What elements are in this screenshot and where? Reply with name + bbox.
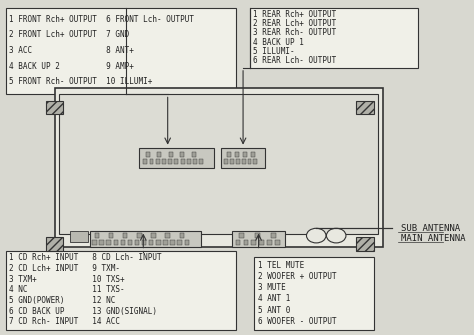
Bar [184,240,189,245]
Text: SUB ANTENNA: SUB ANTENNA [401,224,460,233]
Bar [244,240,248,245]
Bar [259,240,264,245]
Text: 2 WOOFER + OUTPUT: 2 WOOFER + OUTPUT [258,272,337,281]
Bar [180,233,184,238]
Bar [275,240,280,245]
Bar [271,233,276,238]
Circle shape [327,228,346,243]
Circle shape [307,228,326,243]
Bar [199,159,203,164]
Text: 3 MUTE: 3 MUTE [258,283,285,292]
Text: 2 REAR Lch+ OUTPUT: 2 REAR Lch+ OUTPUT [253,19,337,28]
Bar [156,159,160,164]
Bar [242,159,246,164]
Bar [177,240,182,245]
Bar [107,240,111,245]
Bar [70,230,88,242]
Bar [232,230,285,247]
FancyBboxPatch shape [254,257,374,330]
Bar [165,233,170,238]
Text: 2 FRONT Lch+ OUTPUT  7 GND: 2 FRONT Lch+ OUTPUT 7 GND [9,30,129,39]
Text: 4 NC              11 TXS-: 4 NC 11 TXS- [9,285,125,294]
Bar [169,152,173,157]
Bar [180,152,184,157]
Text: 2 CD Lch+ INPUT   9 TXM-: 2 CD Lch+ INPUT 9 TXM- [9,264,120,273]
Bar [252,240,256,245]
Text: 4 BACK UP 1: 4 BACK UP 1 [253,38,304,47]
Bar [94,233,99,238]
Text: 4 ANT 1: 4 ANT 1 [258,294,290,303]
Bar [114,240,118,245]
Bar [168,159,172,164]
Text: 6 CD BACK UP      13 GND(SIGNAL): 6 CD BACK UP 13 GND(SIGNAL) [9,307,157,316]
Text: 3 ACC                8 ANT+: 3 ACC 8 ANT+ [9,46,134,55]
Bar [239,233,244,238]
Bar [151,233,156,238]
Bar [162,159,166,164]
Text: MAIN ANTENNA: MAIN ANTENNA [401,234,465,244]
Bar [267,240,273,245]
Bar [92,240,97,245]
Bar [157,152,161,157]
Text: 4 BACK UP 2          9 AMP+: 4 BACK UP 2 9 AMP+ [9,62,134,71]
FancyBboxPatch shape [6,251,237,330]
Text: 3 TXM+            10 TXS+: 3 TXM+ 10 TXS+ [9,275,125,284]
Bar [230,159,234,164]
Bar [100,240,104,245]
Text: 5 FRONT Rch- OUTPUT  10 ILLUMI+: 5 FRONT Rch- OUTPUT 10 ILLUMI+ [9,77,153,86]
Text: 7 CD Rch- INPUT   14 ACC: 7 CD Rch- INPUT 14 ACC [9,317,120,326]
Bar [236,240,240,245]
Bar [46,101,64,114]
Text: 1 FRONT Rch+ OUTPUT  6 FRONT Lch- OUTPUT: 1 FRONT Rch+ OUTPUT 6 FRONT Lch- OUTPUT [9,14,194,23]
Text: 1 REAR Rch+ OUTPUT: 1 REAR Rch+ OUTPUT [253,10,337,19]
Bar [225,159,228,164]
Bar [255,233,260,238]
Text: 1 TEL MUTE: 1 TEL MUTE [258,261,304,270]
Text: 6 WOOFER - OUTPUT: 6 WOOFER - OUTPUT [258,317,337,326]
Bar [181,159,184,164]
Text: 5 GND(POWER)      12 NC: 5 GND(POWER) 12 NC [9,296,116,305]
Bar [236,159,240,164]
Bar [221,147,265,168]
Bar [143,159,147,164]
Bar [123,233,128,238]
Text: 5 ILLUMI-: 5 ILLUMI- [253,47,295,56]
Bar [146,152,149,157]
Bar [170,240,175,245]
Text: 5 ANT 0: 5 ANT 0 [258,306,290,315]
Bar [128,240,132,245]
Bar [109,233,113,238]
Bar [142,240,146,245]
Text: 6 REAR Lch- OUTPUT: 6 REAR Lch- OUTPUT [253,56,337,65]
Bar [253,159,257,164]
Bar [191,152,196,157]
Bar [149,159,154,164]
Bar [193,159,197,164]
Bar [243,152,246,157]
FancyBboxPatch shape [6,8,237,94]
Bar [251,152,255,157]
Bar [156,240,161,245]
Bar [139,147,214,168]
Bar [121,240,125,245]
Bar [137,233,142,238]
Bar [90,230,201,247]
Bar [187,159,191,164]
Text: 1 CD Rch+ INPUT   8 CD Lch- INPUT: 1 CD Rch+ INPUT 8 CD Lch- INPUT [9,254,162,263]
Bar [174,159,178,164]
Bar [149,240,154,245]
Bar [227,152,231,157]
Bar [55,88,383,247]
Bar [356,101,374,114]
Bar [356,237,374,251]
Bar [59,94,378,234]
Bar [247,159,252,164]
Bar [163,240,168,245]
Bar [46,237,64,251]
FancyBboxPatch shape [250,8,418,68]
Text: 3 REAR Rch- OUTPUT: 3 REAR Rch- OUTPUT [253,28,337,38]
Bar [235,152,238,157]
Bar [135,240,139,245]
